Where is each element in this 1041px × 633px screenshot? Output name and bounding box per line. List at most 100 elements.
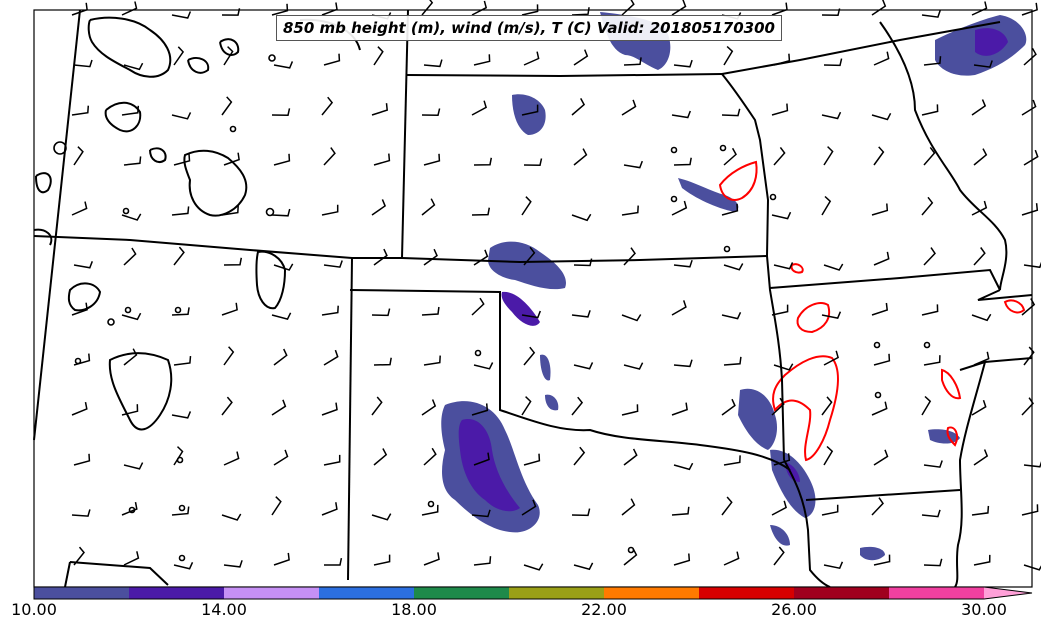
wind-barb [823, 58, 843, 67]
wind-barb [323, 147, 336, 166]
wind-barb [721, 398, 736, 416]
wind-barb [421, 198, 436, 216]
wind-barb [121, 105, 140, 116]
temperature-contour [946, 426, 958, 447]
wind-barb [71, 105, 90, 116]
wind-barb [223, 451, 240, 466]
wind-barb [471, 0, 488, 16]
wind-barb [823, 445, 834, 466]
wind-barb [523, 246, 536, 266]
wind-barb [171, 112, 192, 120]
wind-barb [221, 8, 241, 16]
wind-barb [771, 397, 785, 416]
wind-barb [173, 356, 192, 366]
wind-barb [1021, 504, 1039, 516]
wind-barb [223, 152, 240, 166]
state-border [805, 489, 961, 501]
wind-barb [723, 147, 737, 166]
wind-barb [373, 357, 392, 366]
wind-barb [621, 99, 637, 116]
wind-barb [771, 500, 787, 516]
wind-barb [921, 304, 939, 316]
wind-barb [921, 395, 932, 416]
wind-barb [423, 447, 437, 466]
wind-barb [1023, 149, 1039, 166]
wind-barb [173, 561, 194, 570]
wind-barb [321, 96, 334, 116]
wind-barb [671, 506, 690, 516]
wind-barb [473, 556, 492, 566]
height-contour [219, 38, 240, 56]
wind-barb [821, 396, 833, 416]
wind-barb [423, 248, 438, 266]
wind-barb [671, 110, 692, 119]
wind-speed-shading [441, 12, 1027, 561]
wind-barb [523, 563, 544, 571]
wind-barb [273, 61, 294, 69]
wind-barb [1023, 461, 1041, 468]
wind-barb [723, 45, 734, 66]
height-contour [33, 228, 53, 246]
wind-barb [1023, 47, 1037, 66]
wind-barb [173, 46, 185, 66]
wind-barb [421, 504, 439, 516]
wind-barb [921, 10, 941, 18]
wind-barb [473, 452, 490, 466]
wind-barb [221, 396, 233, 416]
wind-barb [673, 359, 693, 368]
wind-barb [723, 455, 741, 466]
wind-barb [123, 62, 144, 71]
wind-barb [871, 203, 889, 216]
wind-barb [771, 103, 789, 116]
wind-barb [623, 57, 642, 66]
wind-barb [223, 257, 243, 266]
wind-barb [373, 248, 388, 266]
wind-barb [871, 497, 884, 516]
wind-barb [473, 362, 494, 370]
wind-barb [71, 302, 88, 316]
wind-barb [123, 348, 138, 366]
wind-barb [1021, 203, 1039, 216]
wind-barb [971, 1, 988, 16]
wind-barb [173, 446, 184, 466]
wind-barb [271, 399, 287, 416]
wind-barb [723, 263, 744, 271]
wind-barb [221, 205, 239, 216]
colorbar-segment [889, 587, 984, 599]
wind-barb [873, 353, 891, 366]
height-contour [67, 282, 102, 312]
wind-barb [923, 247, 936, 266]
wind-barb [173, 153, 191, 166]
wind-barb [273, 153, 291, 166]
temperature-contour [790, 263, 804, 274]
wind-barb [1023, 261, 1041, 269]
wind-barb [823, 561, 844, 570]
wind-barb [573, 49, 589, 66]
wind-barb [423, 153, 441, 166]
height-contour [35, 172, 52, 194]
state-border [783, 459, 831, 588]
wind-barb [773, 262, 794, 270]
wind-barb [423, 355, 441, 366]
wind-barb [324, 557, 343, 566]
colorbar-tick-label: 14.00 [201, 600, 247, 619]
wind-barb [971, 200, 988, 216]
wind-barb [173, 246, 185, 266]
wind-barb [323, 454, 341, 466]
wind-barb [323, 349, 339, 366]
wind-barb [171, 11, 192, 19]
wind-barb [923, 146, 936, 166]
state-border [721, 21, 1001, 75]
colorbar-tick-label: 30.00 [961, 600, 1007, 619]
temperature-contour [718, 160, 758, 201]
wind-barb [773, 453, 791, 466]
wind-barb [921, 196, 934, 216]
wind-barb [271, 312, 292, 320]
wind-barb [573, 148, 588, 166]
wind-barb [623, 247, 636, 266]
colorbar-tick-label: 10.00 [11, 600, 57, 619]
wind-barb [871, 302, 889, 316]
wind-barb [821, 8, 841, 17]
wind-barb [223, 560, 243, 568]
wind-barb [573, 562, 594, 571]
